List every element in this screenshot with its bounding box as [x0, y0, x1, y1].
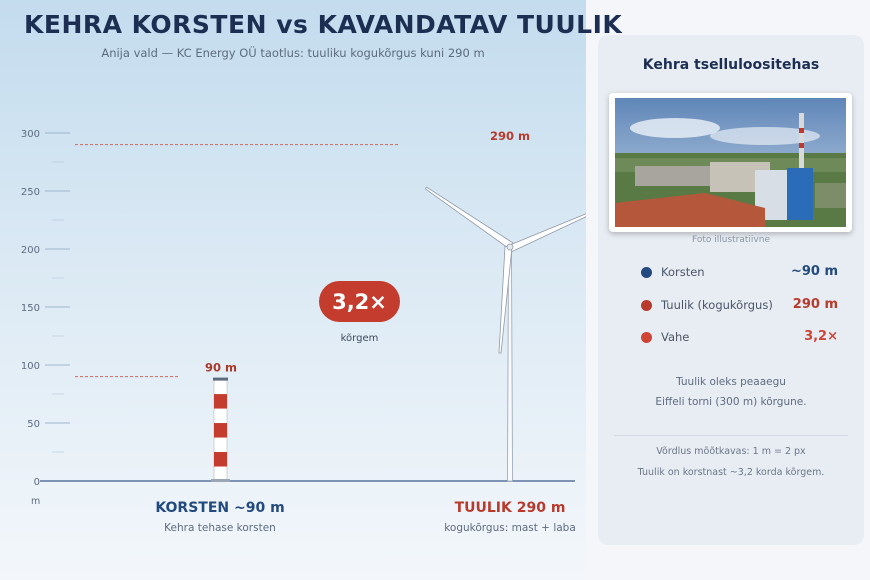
legend-value: 290 m — [792, 297, 838, 312]
turbine-blade — [508, 213, 586, 253]
card-divider — [614, 435, 848, 436]
chart-background — [0, 0, 586, 580]
turbine-label: TUULIK 290 m — [454, 500, 566, 516]
legend-row-turbine: Tuulik (kogukõrgus) 290 m — [641, 296, 838, 316]
legend-label: Vahe — [661, 330, 690, 344]
y-tick-label: 250 — [21, 187, 40, 198]
turbine-blade — [424, 186, 514, 250]
y-tick-label: 150 — [21, 303, 40, 314]
chimney-label: KORSTEN ~90 m — [155, 500, 285, 516]
chimney-stripe — [214, 452, 227, 467]
legend-dot-turbine — [641, 300, 652, 311]
page-subtitle: Anija vald — KC Energy OÜ taotlus: tuuli… — [101, 46, 485, 60]
y-tick-label: 300 — [21, 129, 40, 140]
turbine-hub — [506, 243, 514, 251]
y-tick-label: 0 — [34, 477, 40, 488]
legend-value: ~90 m — [790, 264, 838, 279]
card-title: Kehra tselluloositehas — [642, 57, 820, 73]
legend-row-difference: Vahe 3,2× — [641, 328, 838, 348]
note-line-1: Tuulik oleks peaaegu — [676, 376, 786, 388]
ratio-badge-value: 3,2× — [332, 290, 387, 314]
chimney-base — [211, 479, 230, 482]
chimney-value-label: 90 m — [205, 361, 237, 375]
ratio-badge — [319, 281, 400, 322]
scale-note: Võrdlus mõõtkavas: 1 m = 2 px — [656, 446, 806, 457]
legend-label: Korsten — [661, 265, 705, 279]
comparison-chart: 0 50 100 150 200 250 300 m 90 m 290 m 3,2× kõrgem — [21, 129, 586, 507]
legend-value: 3,2× — [804, 329, 838, 344]
note-line-2: Eiffeli torni (300 m) kõrgune. — [655, 396, 807, 408]
chimney-stripe — [214, 423, 227, 438]
y-tick-label: 100 — [21, 361, 40, 372]
ratio-note: Tuulik on korstnast ~3,2 korda kõrgem. — [637, 467, 825, 478]
chimney-stripe — [214, 394, 227, 409]
y-tick-label: 200 — [21, 245, 40, 256]
page-title: KEHRA KORSTEN vs KAVANDATAV TUULIK — [24, 10, 623, 39]
legend-dot-chimney — [641, 267, 652, 278]
chimney-cap — [213, 377, 228, 381]
factory-photo-frame — [609, 93, 852, 232]
chimney-sublabel: Kehra tehase korsten — [164, 522, 276, 534]
legend-dot-difference — [641, 332, 652, 343]
y-tick-label: 50 — [27, 419, 40, 430]
legend-row-chimney: Korsten ~90 m — [641, 263, 838, 283]
y-unit-label: m — [31, 496, 40, 507]
ratio-caption: kõrgem — [341, 333, 379, 344]
legend-label: Tuulik (kogukõrgus) — [661, 298, 773, 312]
turbine-sublabel: kogukõrgus: mast + laba — [444, 522, 576, 534]
turbine-value-label: 290 m — [490, 129, 530, 143]
info-card: Kehra tselluloositehas — [598, 35, 864, 545]
photo-caption: Foto illustratiivne — [692, 235, 770, 245]
factory-photo — [615, 98, 846, 227]
